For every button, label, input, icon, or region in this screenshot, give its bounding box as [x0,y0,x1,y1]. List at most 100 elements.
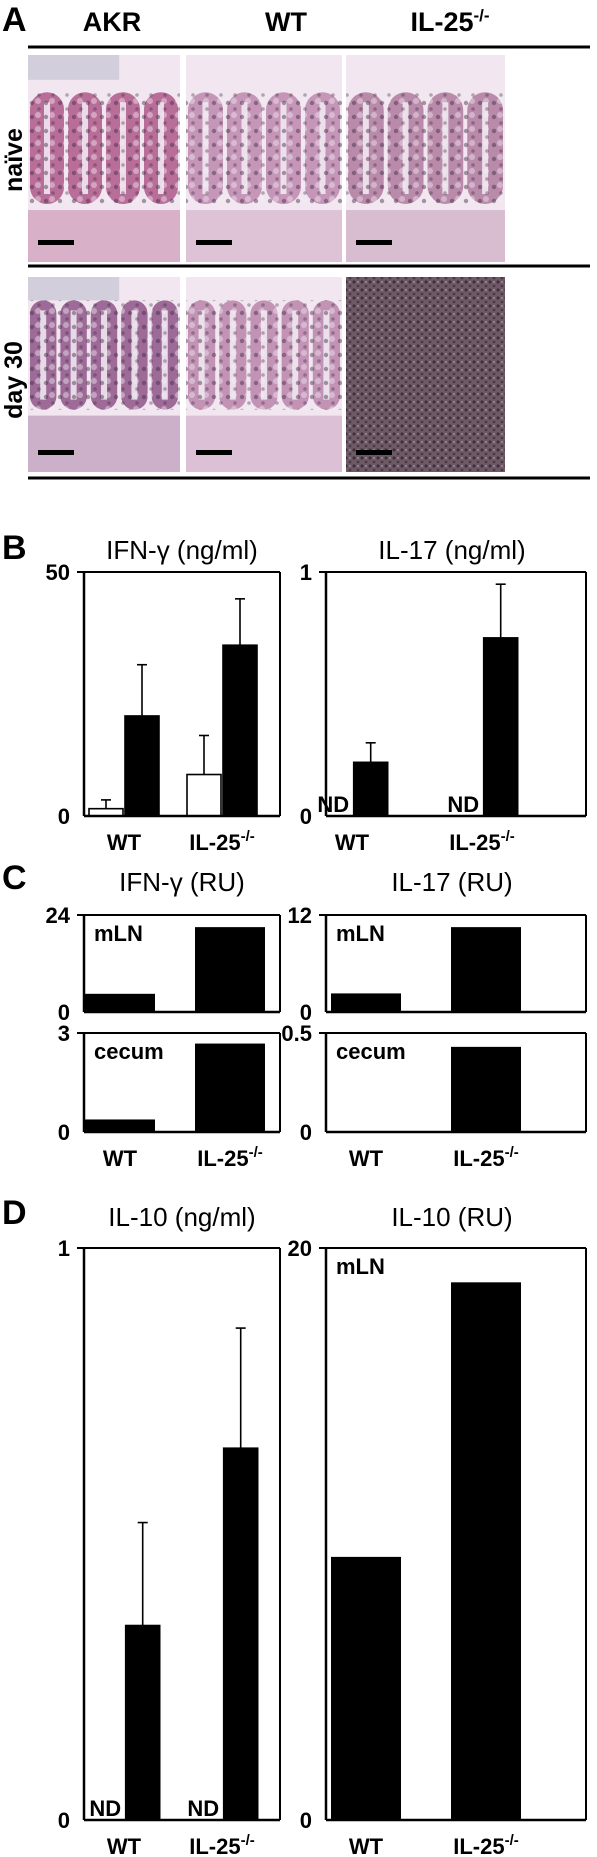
subplot-label-mln: mLN [94,921,143,946]
panel-d: D IL-10 (ng/ml) 1 0 ND WT ND IL-25-/- IL-10 (R… [0,1190,597,1857]
y-tick-label-min: 0 [58,1120,70,1145]
nd-label: ND [89,1796,121,1821]
micrograph-submucosa [28,415,180,472]
subplot-label-mln: mLN [336,921,385,946]
scale-bar [196,450,232,455]
x-label-il-25-superscript: -/- [241,828,255,845]
x-label-wt-text: WT [335,830,370,855]
subplot-label-cecum: cecum [94,1039,164,1064]
bar-il-25 [451,1046,521,1132]
chart-title: IL-17 (RU) [391,867,512,897]
micrograph-cells [28,300,180,410]
bar-il-25-0 [186,773,222,817]
il10-ngml-chart: IL-10 (ng/ml) 1 0 ND WT ND IL-25-/- [58,1202,281,1857]
x-label-il-25-text: IL-25 [189,830,240,855]
panel-a-figure: A AKR WT IL-25-/- naïve day 30 [0,1,590,480]
x-label-il-25-text: IL-25 [453,1834,504,1857]
subplot-label-mln: mLN [336,1254,385,1279]
scale-bar [196,240,232,245]
panel-d-letter: D [2,1194,27,1232]
panel-c: C IFN-γ (RU) 24 0 mLN 3 0 cecum WT IL-25-/- IL-1… [0,855,597,1170]
x-label-wt: WT [349,1834,384,1857]
micrograph-debris [28,55,120,80]
scale-bar [38,450,74,455]
il10-ru-chart: IL-10 (RU) 20 0 mLN WT IL-25-/- [288,1202,587,1857]
panel-a-letter: A [2,1,27,39]
panel-b: B IFN-γ (ng/ml) 50 0 WT IL-25-/- IL-17 (ng/m… [0,525,597,855]
panel-b-letter: B [2,529,27,567]
y-tick-label-max: 20 [288,1236,312,1261]
row-header-day30: day 30 [0,341,28,419]
bar-wt [331,993,401,1012]
chart-title: IL-17 (ng/ml) [378,535,525,565]
micrograph-debris [28,277,120,301]
bar-il-25 [451,1282,521,1820]
y-tick-label-min: 0 [300,1120,312,1145]
chart-title: IL-10 (RU) [391,1202,512,1232]
y-tick-label-max: 12 [288,903,312,928]
bar-wt-1 [124,715,160,817]
y-tick-label-max: 50 [46,560,70,585]
scale-bar [356,450,392,455]
x-label-il-25-superscript: -/- [505,1144,519,1161]
bar-il-25-0 [222,1447,259,1821]
y-tick-label-max: 1 [58,1236,70,1261]
row-header-naive: naïve [0,128,28,192]
micrograph-cells [186,92,342,205]
micrograph-naive-1 [186,55,342,262]
bar-il-25 [451,927,521,1012]
y-tick-label-min: 0 [58,1808,70,1833]
x-label-il-25-text: IL-25 [189,1834,240,1857]
x-label-il-25: IL-25-/- [197,1144,263,1170]
micrograph-submucosa [186,415,342,472]
y-tick-label-max: 0.5 [281,1021,312,1046]
bar-il-25-1 [222,644,258,817]
y-tick-label-min: 0 [300,1808,312,1833]
bar-wt-0 [352,761,389,817]
x-label-il-25-superscript: -/- [249,1144,263,1161]
bar-wt [331,1556,401,1820]
bar-il-25 [195,927,265,1012]
y-tick-label-min: 0 [300,804,312,829]
micrograph-naive-2 [346,55,505,262]
x-label-il-25-text: IL-25 [453,1146,504,1170]
x-label-il-25: IL-25-/- [449,828,515,855]
micrograph-grid [28,55,505,472]
x-label-il-25-superscript: -/- [241,1832,255,1849]
scale-bar [38,240,74,245]
micrograph-cells [28,92,180,205]
scale-bar [356,240,392,245]
y-tick-label-min: 0 [300,1000,312,1025]
micrograph-submucosa [186,210,342,262]
chart-title: IFN-γ (ng/ml) [106,535,258,565]
chart-title: IL-10 (ng/ml) [108,1202,255,1232]
bar-il-25 [195,1043,265,1132]
x-label-il-25: IL-25-/- [453,1832,519,1857]
x-label-wt-text: WT [107,830,142,855]
x-label-il-25-superscript: -/- [501,828,515,845]
x-label-il-25: IL-25-/- [189,828,255,855]
y-tick-label-min: 0 [58,1000,70,1025]
x-label-il-25-text: IL-25 [197,1146,248,1170]
micrograph-cells [346,277,505,472]
nd-label: ND [187,1796,219,1821]
x-label-il-25: IL-25-/- [189,1832,255,1857]
panel-a: A AKR WT IL-25-/- naïve day 30 [0,0,597,500]
y-tick-label-min: 0 [58,804,70,829]
nd-label: ND [447,792,479,817]
y-tick-label-max: 24 [46,903,71,928]
bar-wt [85,1119,155,1132]
micrograph-naive-0 [28,55,180,262]
x-label-wt: WT [349,1146,384,1170]
micrograph-day30-1 [186,277,342,472]
y-tick-label-max: 1 [300,560,312,585]
x-label-il-25-text: IL-25 [449,830,500,855]
x-label-wt-text: WT [103,1146,138,1170]
bar-wt [85,993,155,1012]
micrograph-cells [186,300,342,410]
